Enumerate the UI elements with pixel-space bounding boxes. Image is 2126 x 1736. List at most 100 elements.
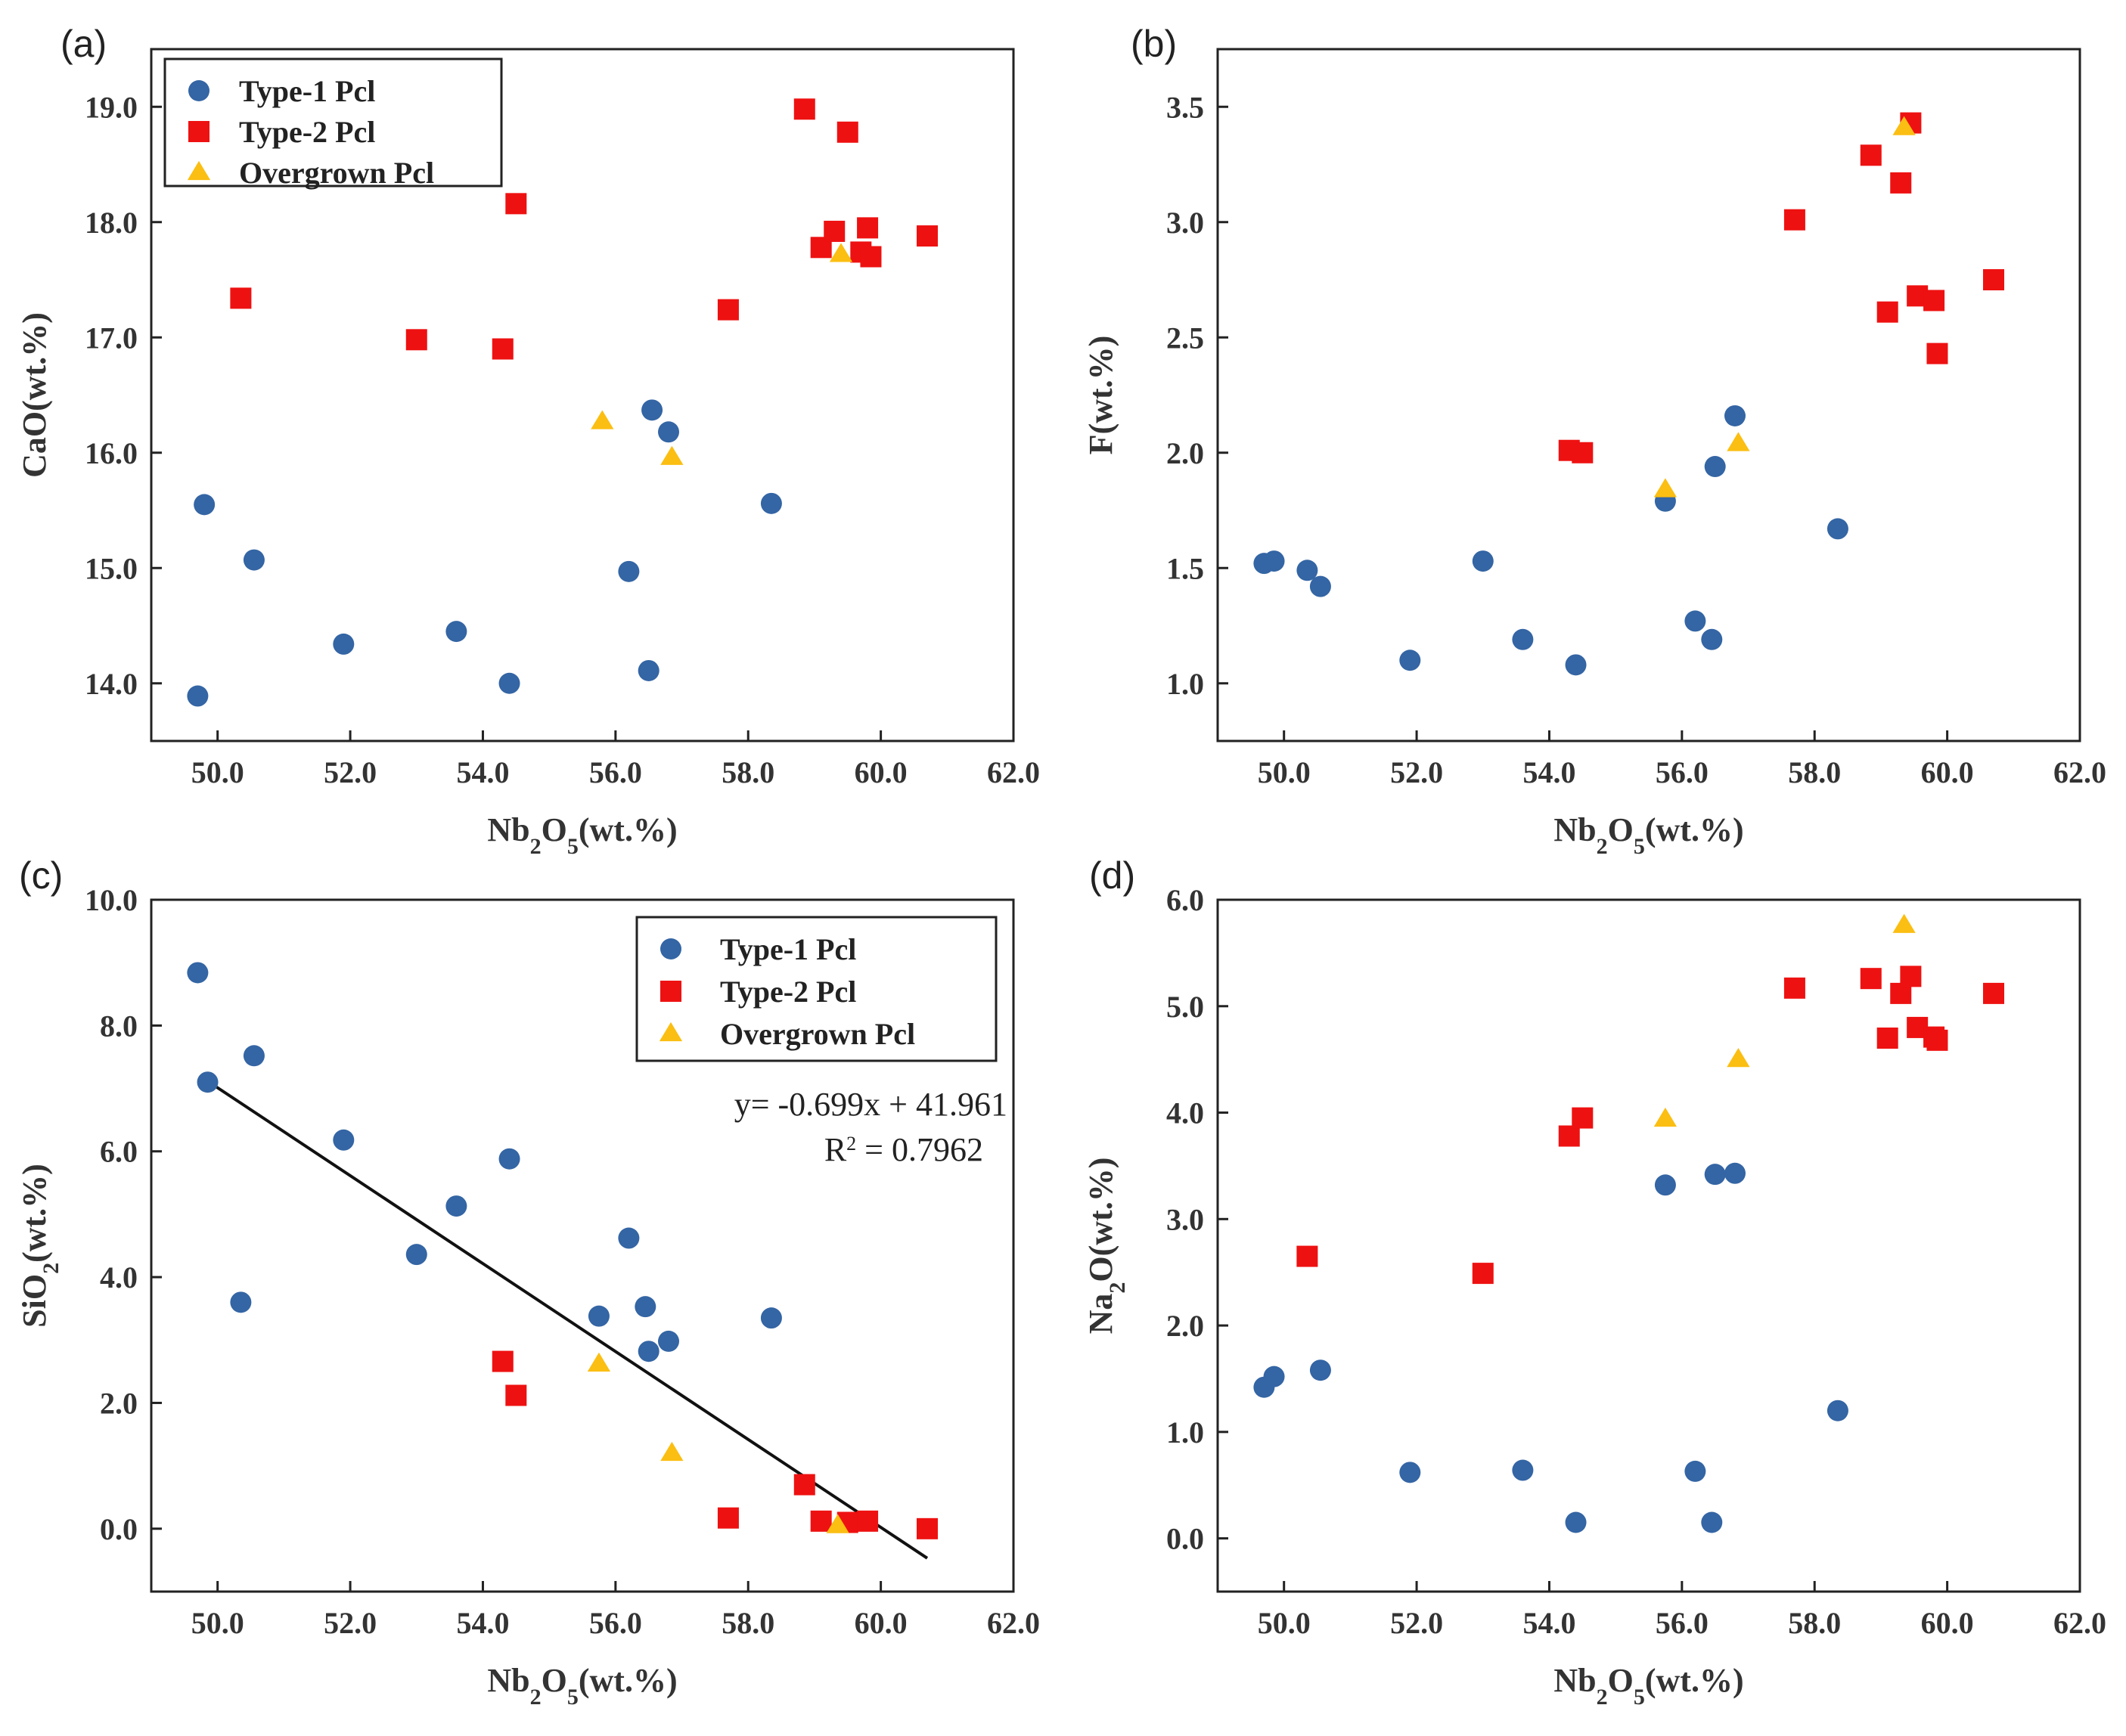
data-point-type-2-pcl (505, 193, 527, 215)
y-axis-title: Na2O(wt.%) (1082, 1158, 1130, 1335)
y-tick-label: 3.0 (1166, 206, 1204, 240)
data-point-type-2-pcl (230, 287, 252, 309)
legend: Type-1 Pcl Type-2 Pcl Overgrown Pcl (635, 916, 998, 1062)
data-point-type-1-pcl (1472, 550, 1494, 572)
y-tick-label: 16.0 (85, 436, 138, 470)
data-point-type-1-pcl (1724, 405, 1746, 426)
y-axis-title: CaO(wt.%) (16, 312, 53, 478)
x-tick-label: 60.0 (1921, 1606, 1974, 1640)
x-tick-label: 56.0 (589, 1606, 642, 1640)
y-axis-title-part: 2 (39, 1263, 64, 1274)
data-point-type-1-pcl (197, 1071, 219, 1093)
y-axis-title-part: O(wt.%) (1082, 1158, 1119, 1282)
x-tick-label: 60.0 (1921, 755, 1974, 789)
x-axis-title-part: 5 (567, 1685, 579, 1710)
x-tick-label: 62.0 (2053, 755, 2106, 789)
x-tick-label: 52.0 (1390, 1606, 1443, 1640)
x-axis-title-part: 2 (530, 834, 542, 859)
data-point-type-2-pcl (1926, 1029, 1948, 1051)
data-point-type-2-pcl (793, 98, 815, 120)
legend-marker-type-1-pcl (660, 938, 681, 959)
x-axis-title-part: Nb (487, 811, 529, 848)
legend-marker-type-1-pcl (188, 80, 209, 101)
fit-r-squared: R2 = 0.7962 (824, 1131, 983, 1168)
y-tick-label: 1.0 (1166, 667, 1204, 701)
y-tick-label: 6.0 (1166, 883, 1204, 917)
data-point-type-1-pcl (760, 1307, 782, 1329)
y-tick-label: 18.0 (85, 206, 138, 240)
x-axis-title-part: 2 (1597, 1685, 1608, 1710)
data-point-type-2-pcl (810, 1510, 832, 1532)
data-point-type-2-pcl (1296, 1245, 1318, 1267)
panel-letter: (c) (19, 854, 63, 897)
x-tick-label: 54.0 (456, 755, 509, 789)
data-point-type-1-pcl (638, 659, 660, 681)
data-point-type-1-pcl (1565, 654, 1587, 676)
x-tick-label: 62.0 (987, 1606, 1040, 1640)
data-point-type-1-pcl (658, 1330, 679, 1352)
data-point-type-2-pcl (836, 121, 858, 143)
data-point-type-1-pcl (1399, 649, 1421, 671)
chart-panel-4: (d)50.0 52.0 54.0 56.0 58.0 60.0 62.00.01.02.0… (1082, 854, 2106, 1710)
data-point-type-2-pcl (1876, 1028, 1898, 1049)
panel-letter: (a) (61, 23, 107, 65)
x-tick-label: 58.0 (1788, 755, 1841, 789)
data-point-overgrown-pcl (591, 410, 614, 429)
x-axis-title: Nb2O5(wt.%) (1553, 811, 1743, 859)
x-axis-title: Nb2O5(wt.%) (487, 811, 677, 859)
plot-frame (150, 898, 1015, 1593)
data-point-type-2-pcl (405, 329, 427, 351)
x-tick-label: 58.0 (722, 755, 774, 789)
data-point-type-2-pcl (1472, 1263, 1494, 1285)
x-tick-label: 62.0 (987, 755, 1040, 789)
data-point-overgrown-pcl (660, 445, 684, 465)
legend-marker-overgrown-pcl (659, 1021, 683, 1042)
plot-frame (1216, 48, 2081, 742)
x-tick-label: 50.0 (191, 755, 244, 789)
data-point-type-1-pcl (1701, 1511, 1723, 1533)
x-tick-label: 50.0 (191, 1606, 244, 1640)
x-tick-label: 58.0 (722, 1606, 774, 1640)
x-axis-title-part: O (1608, 811, 1634, 848)
x-axis-title-part: 5 (1634, 834, 1645, 859)
data-point-type-2-pcl (492, 338, 514, 360)
data-point-type-1-pcl (243, 1045, 265, 1067)
y-axis-title: F(wt.%) (1082, 336, 1119, 455)
data-point-overgrown-pcl (826, 1514, 849, 1533)
legend-marker-type-2-pcl (188, 121, 209, 142)
x-axis-title-part: 2 (1597, 834, 1608, 859)
data-point-type-2-pcl (1926, 343, 1948, 364)
y-tick-label: 0.0 (1166, 1522, 1204, 1556)
x-axis-title-part: Nb (487, 1662, 529, 1699)
x-axis-title: Nb2O5(wt.%) (1553, 1662, 1743, 1710)
data-point-type-1-pcl (498, 1148, 520, 1170)
x-axis-title-part: Nb (1553, 1662, 1596, 1699)
data-point-overgrown-pcl (660, 1441, 684, 1462)
data-point-type-2-pcl (1983, 982, 2004, 1004)
x-axis-title-part: 2 (530, 1685, 542, 1710)
y-tick-label: 4.0 (100, 1260, 138, 1294)
y-axis-title-part: Na (1082, 1294, 1119, 1335)
data-point-type-1-pcl (405, 1244, 427, 1266)
data-point-type-2-pcl (1572, 1107, 1594, 1129)
y-tick-label: 10.0 (85, 883, 138, 917)
legend-marker-type-2-pcl (660, 981, 681, 1002)
legend-box (163, 57, 503, 188)
data-point-overgrown-pcl (1653, 1107, 1678, 1127)
data-point-overgrown-pcl (1892, 913, 1916, 933)
x-tick-label: 62.0 (2053, 1606, 2106, 1640)
fit-equation: y= -0.699x + 41.961 (734, 1086, 1007, 1123)
data-point-type-2-pcl (1783, 209, 1805, 231)
data-point-overgrown-pcl (587, 1352, 611, 1372)
data-point-type-1-pcl (187, 685, 209, 707)
legend-marker-overgrown-pcl (187, 160, 211, 181)
y-tick-label: 17.0 (85, 321, 138, 355)
x-axis-title-part: (wt.%) (1645, 811, 1744, 848)
data-point-type-2-pcl (717, 299, 739, 321)
y-axis-title: SiO2(wt.%) (16, 1164, 64, 1328)
x-axis-title: Nb2O5(wt.%) (487, 1662, 677, 1710)
x-tick-label: 58.0 (1788, 1606, 1841, 1640)
y-tick-label: 4.0 (1166, 1096, 1204, 1130)
data-point-type-2-pcl (717, 1507, 739, 1529)
